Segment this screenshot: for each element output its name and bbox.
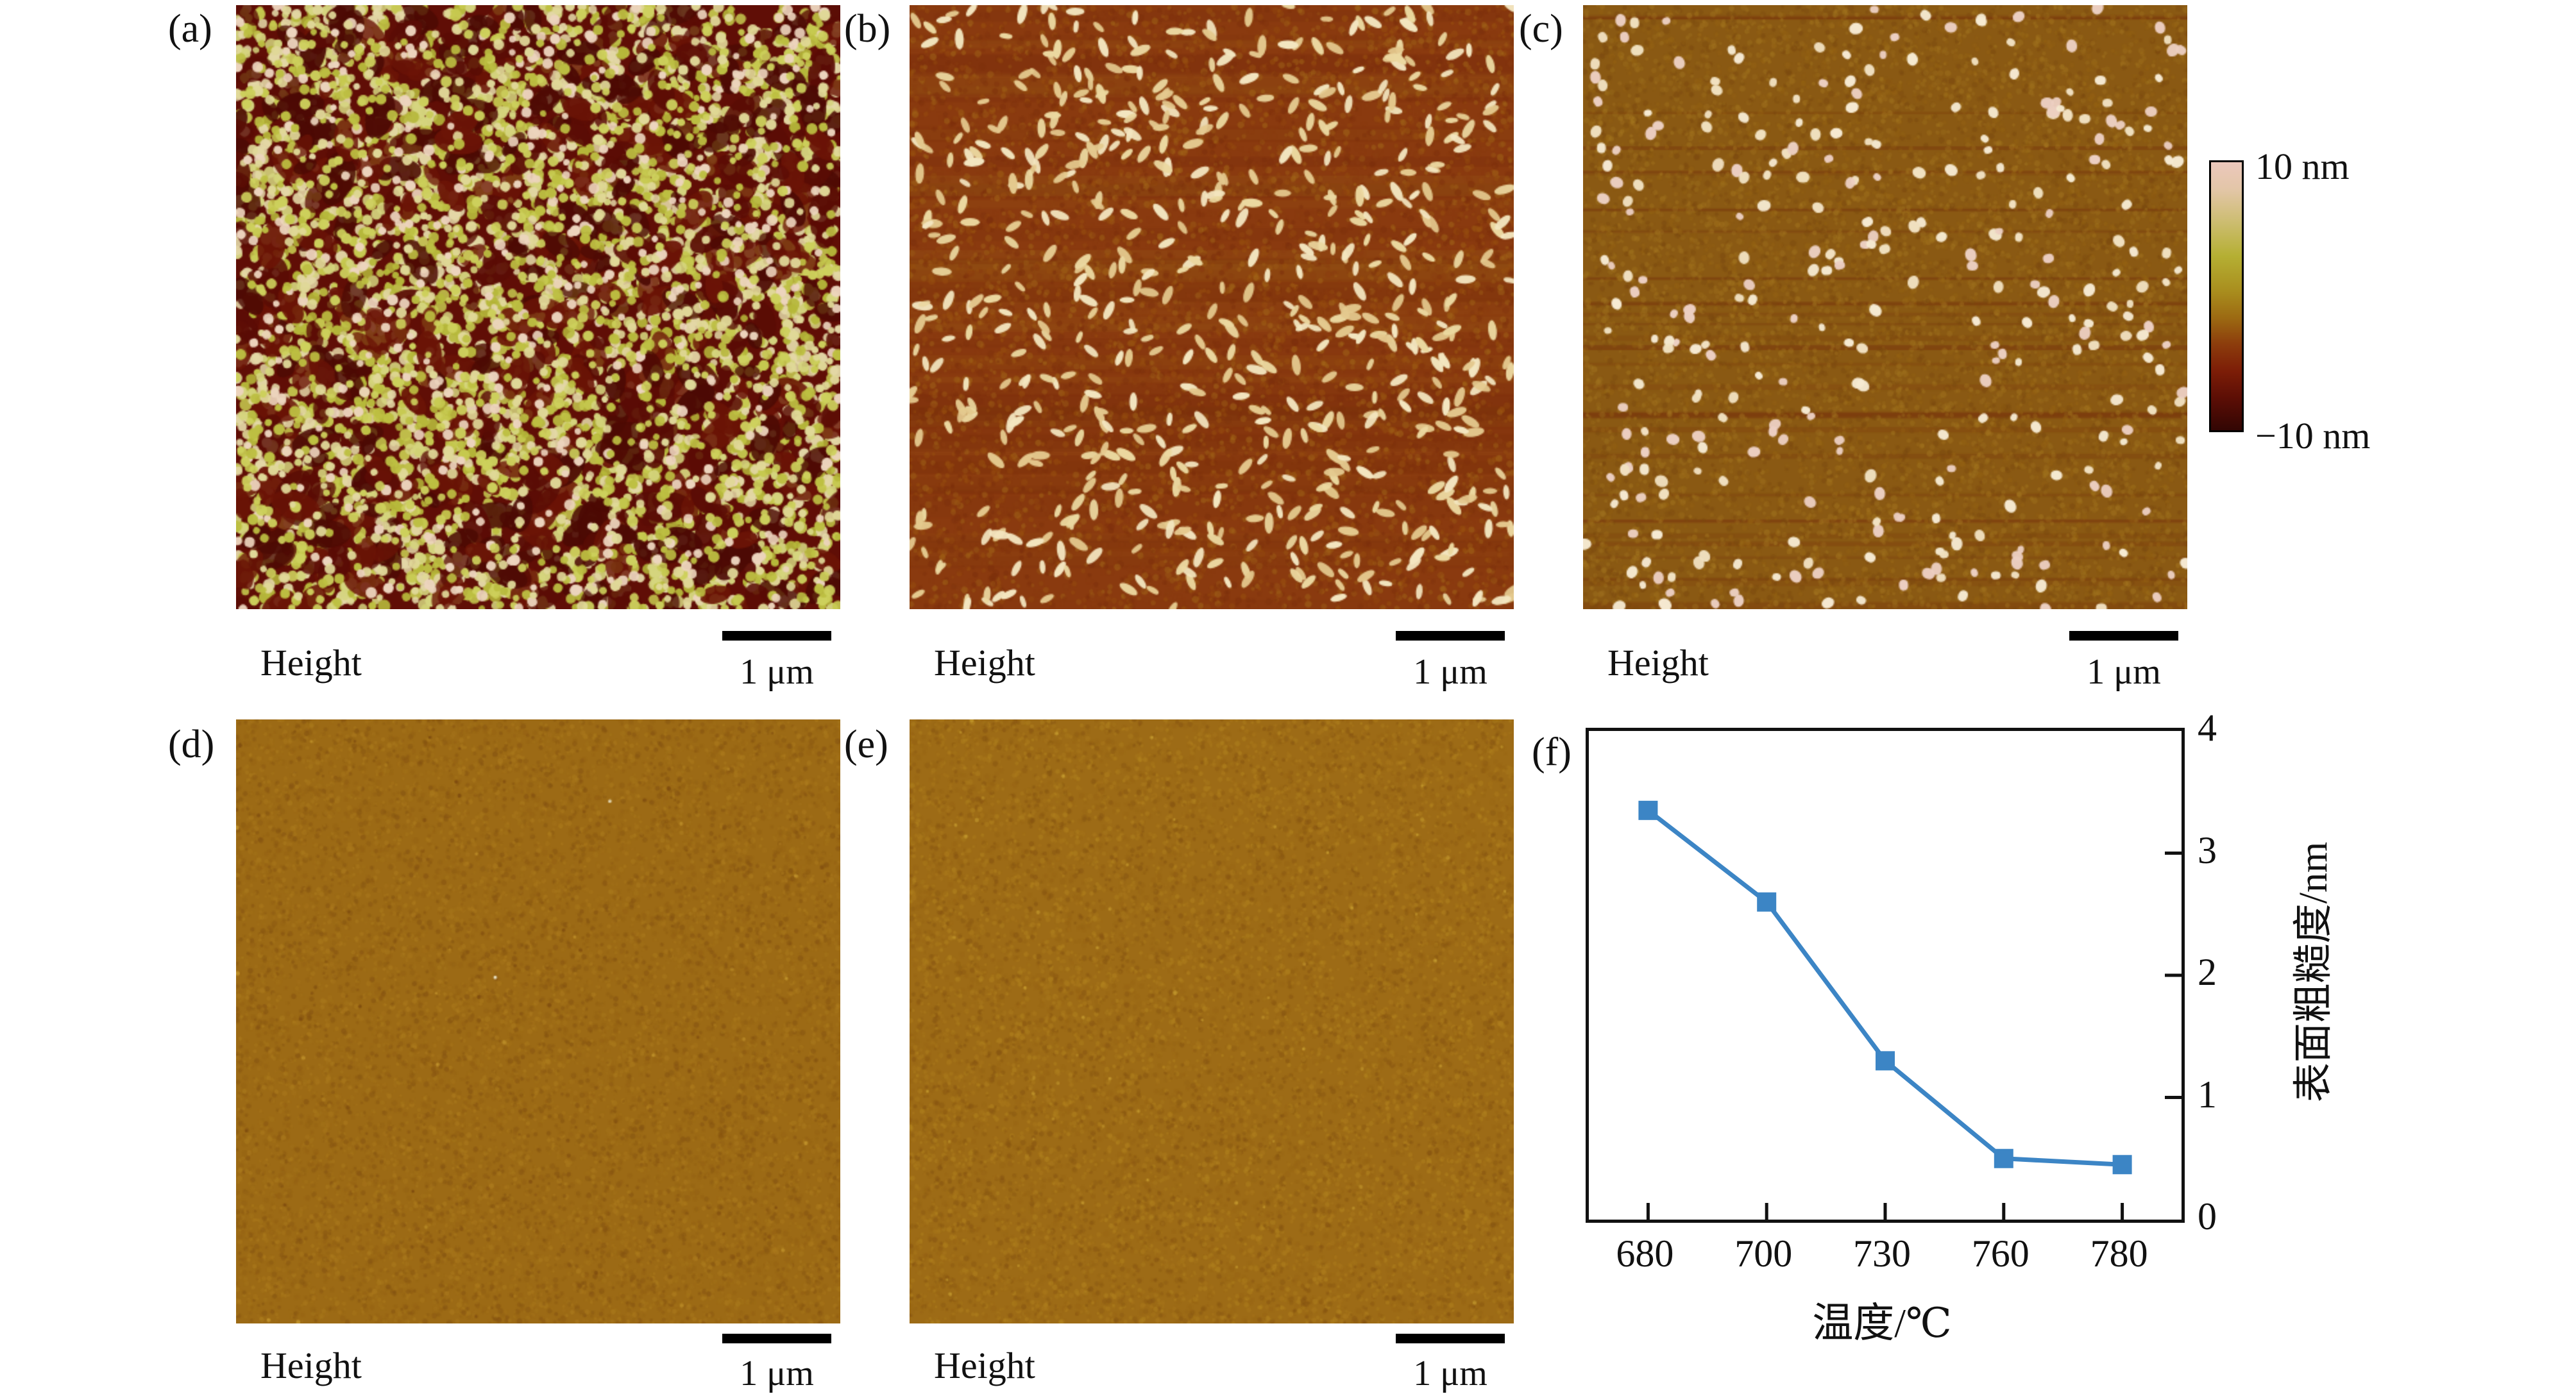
scalebar-c [2069, 631, 2178, 641]
height-caption-c: Height [1607, 642, 1709, 684]
afm-image-a [236, 5, 840, 609]
y-tick-label-4: 4 [2198, 707, 2217, 749]
scalebar-d [722, 1334, 831, 1343]
y-tick-label-0: 0 [2198, 1195, 2217, 1238]
panel-d-label: (d) [168, 723, 215, 766]
roughness-chart-plot [1638, 800, 2182, 1220]
scalebar-label-e: 1 μm [1413, 1354, 1487, 1393]
x-tick-label-780: 780 [2090, 1232, 2148, 1275]
scalebar-a [722, 631, 831, 641]
scalebar-label-a: 1 μm [740, 652, 814, 692]
y-tick-label-3: 3 [2198, 828, 2217, 871]
panel-b-label: (b) [844, 7, 891, 51]
height-caption-b: Height [934, 642, 1035, 684]
afm-image-e [910, 719, 1514, 1323]
afm-image-c [1583, 5, 2187, 609]
height-caption-a: Height [260, 642, 362, 684]
height-caption-e: Height [934, 1345, 1035, 1386]
scalebar-label-c: 1 μm [2087, 652, 2161, 692]
scalebar-label-d: 1 μm [740, 1354, 814, 1393]
height-caption-d: Height [260, 1345, 362, 1386]
x-tick-label-700: 700 [1734, 1232, 1793, 1275]
panel-e-label: (e) [844, 723, 888, 766]
scalebar-e [1396, 1334, 1505, 1343]
roughness-chart [1586, 728, 2185, 1223]
afm-image-b [910, 5, 1514, 609]
scalebar-b [1396, 631, 1505, 641]
colorbar [2209, 160, 2244, 432]
colorbar-min-label: −10 nm [2255, 415, 2371, 457]
x-tick-label-730: 730 [1853, 1232, 1911, 1275]
panel-f-label: (f) [1532, 730, 1572, 774]
y-tick-label-2: 2 [2198, 951, 2217, 993]
x-tick-label-680: 680 [1616, 1232, 1674, 1275]
y-tick-label-1: 1 [2198, 1073, 2217, 1116]
y-axis-title: 表面粗糙度/nm [2292, 841, 2335, 1103]
panel-a-label: (a) [168, 7, 212, 51]
afm-image-d [236, 719, 840, 1323]
panel-c-label: (c) [1519, 7, 1563, 51]
colorbar-max-label: 10 nm [2255, 146, 2350, 187]
x-tick-label-760: 760 [1971, 1232, 2029, 1275]
x-axis-title: 温度/℃ [1812, 1300, 1952, 1346]
scalebar-label-b: 1 μm [1413, 652, 1487, 692]
